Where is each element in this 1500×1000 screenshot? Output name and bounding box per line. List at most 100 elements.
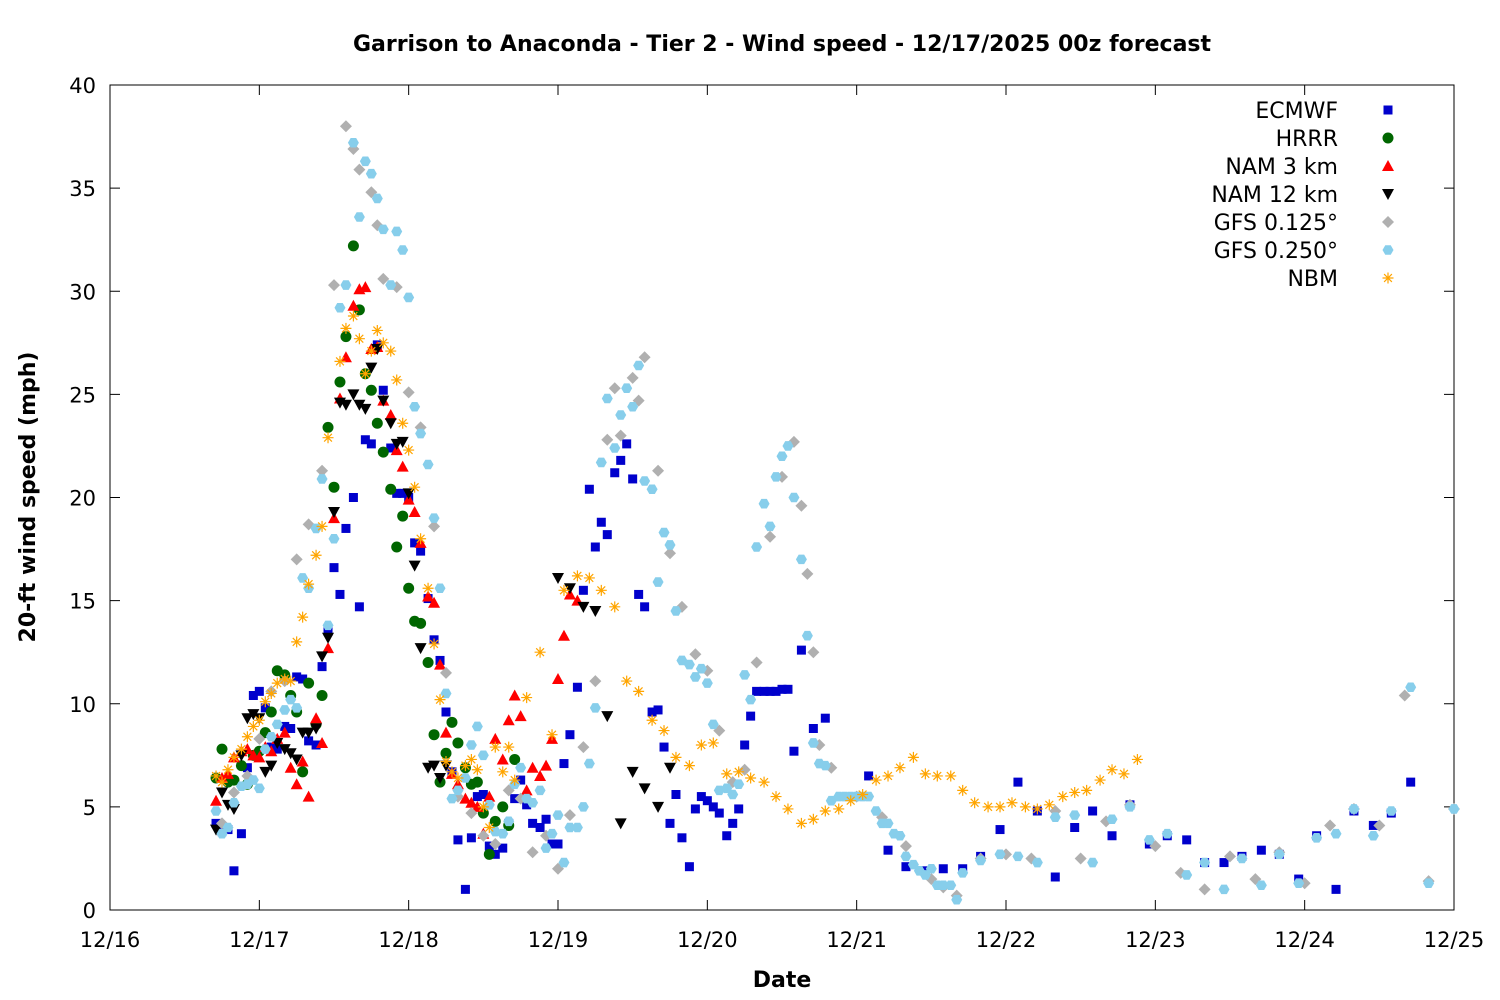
data-point	[621, 675, 633, 687]
data-point	[347, 299, 360, 311]
data-point	[322, 642, 335, 654]
data-point	[235, 760, 247, 772]
data-point	[235, 750, 248, 762]
data-point	[521, 692, 533, 704]
data-point	[638, 783, 651, 795]
data-point	[365, 362, 378, 374]
legend-item: GFS 0.250°	[1214, 239, 1394, 264]
data-point	[384, 409, 397, 420]
data-point	[727, 789, 739, 800]
data-point	[471, 764, 483, 776]
data-point	[571, 822, 583, 833]
data-point	[259, 696, 271, 708]
data-point	[520, 784, 533, 796]
data-point	[397, 510, 409, 522]
data-point	[770, 791, 782, 803]
data-point	[377, 224, 389, 235]
data-point	[408, 560, 421, 572]
y-tick-label: 30	[69, 280, 96, 304]
data-point	[290, 754, 303, 766]
data-point	[526, 761, 539, 773]
data-point	[290, 553, 303, 566]
data-point	[1013, 777, 1023, 787]
data-point	[583, 758, 595, 769]
data-point	[546, 828, 558, 839]
data-point	[303, 578, 315, 590]
data-point	[1043, 799, 1055, 811]
y-tick-label: 25	[69, 383, 96, 407]
data-point	[994, 849, 1006, 860]
data-point	[348, 493, 358, 502]
data-point	[253, 783, 265, 794]
data-point	[440, 666, 452, 679]
legend: ECMWF HRRR NAM 3 km NAM 12 km GFS 0.125° GFS …	[1211, 99, 1394, 292]
data-point	[796, 645, 806, 655]
data-point	[210, 806, 222, 816]
data-point	[584, 484, 594, 494]
data-point	[503, 816, 515, 827]
data-point	[265, 760, 278, 772]
data-point	[328, 279, 340, 292]
x-tick-label: 12/24	[1274, 928, 1335, 952]
data-point	[1131, 753, 1143, 765]
data-point	[527, 797, 539, 808]
data-point	[483, 790, 496, 802]
data-point	[1236, 853, 1248, 864]
data-point	[1161, 828, 1173, 839]
data-point	[1181, 870, 1193, 880]
data-point	[1049, 812, 1061, 822]
data-point	[428, 520, 441, 533]
data-point	[752, 686, 762, 696]
data-point	[646, 484, 658, 495]
data-point	[371, 324, 383, 336]
data-point	[347, 137, 359, 148]
data-point	[280, 721, 290, 731]
data-point	[957, 868, 969, 878]
data-point	[384, 418, 397, 430]
data-point	[284, 761, 297, 773]
plot-frame	[109, 84, 1455, 911]
data-point	[415, 428, 427, 439]
data-point	[396, 460, 409, 472]
data-point	[311, 740, 321, 750]
y-tick-label: 0	[83, 899, 96, 923]
data-point	[359, 281, 372, 293]
data-point	[210, 824, 223, 836]
data-point	[316, 520, 328, 532]
data-point	[751, 542, 763, 552]
data-point	[845, 795, 857, 807]
data-point	[453, 835, 463, 845]
data-point	[708, 802, 718, 812]
legend-item: NAM 3 km	[1225, 155, 1394, 180]
data-point	[385, 280, 397, 290]
data-point	[734, 804, 744, 814]
data-point	[951, 894, 963, 905]
data-point	[1070, 823, 1080, 832]
data-point	[279, 705, 291, 715]
data-point	[728, 818, 738, 828]
data-point	[614, 429, 627, 442]
data-point	[340, 331, 352, 343]
data-point	[689, 648, 702, 661]
data-point	[503, 741, 515, 753]
data-point	[296, 755, 309, 767]
data-point	[634, 589, 644, 599]
data-point	[322, 620, 334, 631]
data-point	[278, 744, 291, 756]
data-point	[1106, 764, 1118, 776]
y-tick-label: 20	[69, 487, 96, 511]
data-point	[1081, 784, 1093, 796]
data-point	[265, 706, 277, 718]
data-point	[434, 773, 447, 784]
data-point	[707, 737, 719, 749]
data-point	[440, 747, 452, 759]
data-point	[340, 280, 352, 290]
data-point	[870, 806, 882, 816]
data-point	[422, 582, 434, 594]
data-point	[1198, 883, 1211, 896]
data-point	[310, 549, 322, 561]
data-point	[882, 818, 894, 829]
data-point	[428, 513, 440, 523]
data-point	[403, 582, 415, 594]
data-point	[615, 410, 627, 420]
